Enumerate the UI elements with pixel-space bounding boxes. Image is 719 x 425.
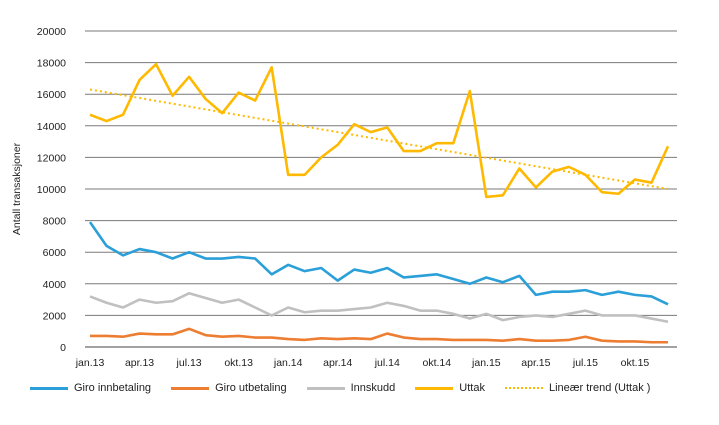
y-tick-label: 18000 [37, 58, 66, 70]
x-tick-label: jul.14 [374, 357, 400, 369]
chart-plot: Antall transaksjoner 0 2000 4000 6000 8000 10… [11, 26, 677, 369]
legend-swatch [415, 386, 454, 390]
x-tick-label: apr.13 [125, 357, 154, 369]
y-tick-label: 20000 [37, 26, 66, 38]
x-tick-label: jul.13 [176, 357, 202, 369]
legend-label: Uttak [459, 382, 485, 394]
legend-item: Giro innbetaling [30, 382, 151, 394]
series-line-uttak [89, 62, 670, 199]
y-tick-label: 6000 [43, 247, 67, 259]
y-tick-label: 14000 [37, 121, 66, 133]
y-tick-label: 10000 [37, 184, 66, 196]
x-tick-label: okt.13 [224, 357, 253, 369]
x-tick-label: jan.15 [471, 357, 501, 369]
legend-label: Giro innbetaling [74, 382, 152, 394]
legend-item-trend: Lineær trend (Uttak ) [504, 382, 651, 394]
x-tick-label: apr.14 [323, 357, 352, 369]
series-line-innskudd [89, 291, 669, 323]
y-tick-label: 2000 [43, 310, 67, 322]
x-tick-label: apr.15 [521, 357, 550, 369]
x-tick-label: jul.15 [572, 357, 598, 369]
series-line-giro-utbetaling [90, 327, 668, 344]
y-tick-label: 0 [60, 342, 66, 354]
x-tick-label: jan.13 [75, 357, 105, 369]
legend: Giro innbetaling Giro utbetaling Innskudd U… [30, 382, 670, 394]
legend-swatch [30, 386, 68, 390]
x-tick-label: okt.15 [621, 357, 650, 369]
y-tick-label: 4000 [43, 279, 67, 291]
legend-item: Innskudd [306, 382, 396, 394]
x-tick-label: okt.14 [422, 357, 451, 369]
legend-item: Uttak [415, 382, 485, 394]
y-tick-label: 16000 [37, 89, 66, 101]
legend-swatch [306, 386, 345, 390]
legend-swatch [171, 386, 210, 390]
legend-label: Lineær trend (Uttak ) [548, 382, 651, 394]
y-tick-label: 8000 [43, 216, 67, 228]
legend-item: Giro utbetaling [171, 382, 287, 394]
legend-label: Innskudd [350, 382, 396, 394]
series-line-giro-innbetaling [88, 221, 669, 306]
legend-swatch [504, 387, 543, 389]
legend-label: Giro utbetaling [215, 382, 287, 394]
y-tick-label: 12000 [37, 152, 66, 164]
x-tick-label: jan.14 [273, 357, 303, 369]
y-axis-label: Antall transaksjoner [11, 142, 23, 235]
